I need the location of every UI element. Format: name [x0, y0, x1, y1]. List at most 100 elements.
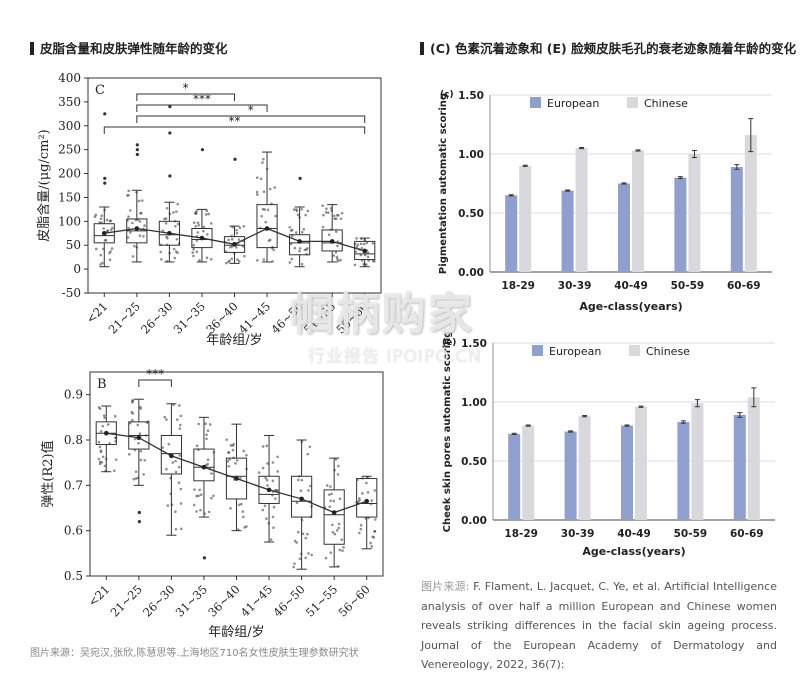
- raw-data-point: [195, 211, 198, 215]
- raw-data-point: [342, 546, 345, 549]
- bar-european: [730, 166, 743, 272]
- raw-data-point: [226, 459, 230, 463]
- y-tick-label: 0: [73, 262, 81, 276]
- raw-data-point: [109, 228, 113, 232]
- significance-bracket: [136, 93, 235, 101]
- raw-data-point: [229, 507, 232, 510]
- bar-european: [733, 414, 746, 520]
- box: [258, 475, 280, 504]
- raw-data-point: [334, 230, 338, 233]
- raw-data-point: [365, 481, 368, 485]
- raw-data-point: [305, 248, 308, 251]
- source-citation: 图片来源: F. Flament, L. Jacquet, C. Ye, et …: [421, 577, 777, 675]
- raw-data-point: [235, 458, 239, 462]
- x-tick-label: 41~45: [238, 582, 275, 619]
- x-tick-label: 46~50: [270, 582, 307, 619]
- raw-data-point: [131, 418, 134, 422]
- raw-data-point: [255, 176, 259, 179]
- raw-data-point: [106, 229, 110, 232]
- y-tick-label: 1.50: [458, 90, 484, 102]
- raw-data-point: [324, 556, 328, 560]
- raw-data-point: [167, 442, 171, 446]
- raw-data-point: [102, 227, 106, 230]
- raw-data-point: [329, 551, 333, 554]
- x-tick-label: 51~55: [303, 582, 340, 619]
- raw-data-point: [98, 221, 102, 224]
- raw-data-point: [260, 214, 263, 218]
- bar-chinese: [691, 403, 704, 520]
- raw-data-point: [266, 208, 270, 212]
- raw-data-point: [335, 255, 339, 259]
- x-tick-label: 36~40: [205, 582, 242, 619]
- raw-data-point: [101, 424, 104, 428]
- legend-label: Chinese: [646, 345, 690, 358]
- raw-data-point: [265, 478, 269, 482]
- raw-data-point: [199, 493, 203, 497]
- raw-data-point: [138, 220, 142, 223]
- raw-data-point: [112, 469, 116, 473]
- raw-data-point: [131, 221, 134, 225]
- raw-data-point: [195, 250, 199, 254]
- x-tick-label: 41~45: [236, 299, 273, 336]
- raw-data-point: [174, 224, 177, 228]
- raw-data-point: [261, 161, 264, 164]
- raw-data-point: [198, 488, 201, 492]
- raw-data-point: [179, 502, 183, 505]
- raw-data-point: [293, 246, 297, 250]
- raw-data-point: [108, 258, 112, 262]
- raw-data-point: [262, 157, 265, 161]
- raw-data-point: [94, 247, 98, 251]
- raw-data-point: [195, 510, 198, 513]
- bar-european: [677, 422, 690, 520]
- raw-data-point: [127, 189, 130, 193]
- raw-data-point: [106, 423, 110, 426]
- raw-data-point: [240, 502, 243, 506]
- raw-data-point: [103, 416, 106, 420]
- raw-data-point: [207, 212, 211, 216]
- mean-point: [297, 239, 302, 244]
- raw-data-point: [178, 454, 181, 457]
- mean-point: [234, 476, 239, 481]
- panel-label: (e): [442, 338, 456, 348]
- outlier-point: [103, 176, 107, 180]
- raw-data-point: [373, 489, 377, 492]
- raw-data-point: [111, 226, 114, 230]
- mean-point: [299, 496, 304, 502]
- raw-data-point: [139, 449, 143, 453]
- raw-data-point: [99, 253, 103, 257]
- raw-data-point: [134, 470, 138, 474]
- raw-data-point: [195, 444, 199, 448]
- x-axis-title: Age-class(years): [582, 545, 685, 558]
- x-tick-label: 21~25: [108, 582, 145, 619]
- significance-label: ***: [146, 367, 164, 381]
- raw-data-point: [229, 444, 233, 447]
- raw-data-point: [108, 442, 111, 445]
- bar-chinese: [578, 416, 591, 520]
- raw-data-point: [174, 527, 178, 531]
- outlier-point: [135, 148, 139, 152]
- box: [354, 240, 376, 261]
- raw-data-point: [359, 523, 363, 527]
- outlier-point: [103, 181, 107, 185]
- raw-data-point: [239, 476, 242, 480]
- raw-data-point: [299, 489, 303, 493]
- raw-data-point: [97, 406, 101, 409]
- raw-data-point: [373, 260, 376, 263]
- raw-data-point: [202, 229, 205, 233]
- raw-data-point: [192, 244, 196, 247]
- raw-data-point: [306, 209, 310, 213]
- raw-data-point: [134, 218, 138, 222]
- outlier-point: [233, 157, 237, 161]
- outlier-point: [135, 152, 139, 157]
- y-tick-label: 0.6: [64, 524, 83, 538]
- x-tick-label: 18-29: [504, 528, 538, 540]
- raw-data-point: [171, 461, 175, 464]
- raw-data-point: [243, 254, 246, 258]
- raw-data-point: [174, 510, 177, 514]
- raw-data-point: [366, 491, 370, 494]
- raw-data-point: [102, 414, 106, 417]
- raw-data-point: [337, 464, 340, 468]
- raw-data-point: [228, 458, 231, 461]
- raw-data-point: [361, 492, 364, 495]
- raw-data-point: [205, 433, 208, 436]
